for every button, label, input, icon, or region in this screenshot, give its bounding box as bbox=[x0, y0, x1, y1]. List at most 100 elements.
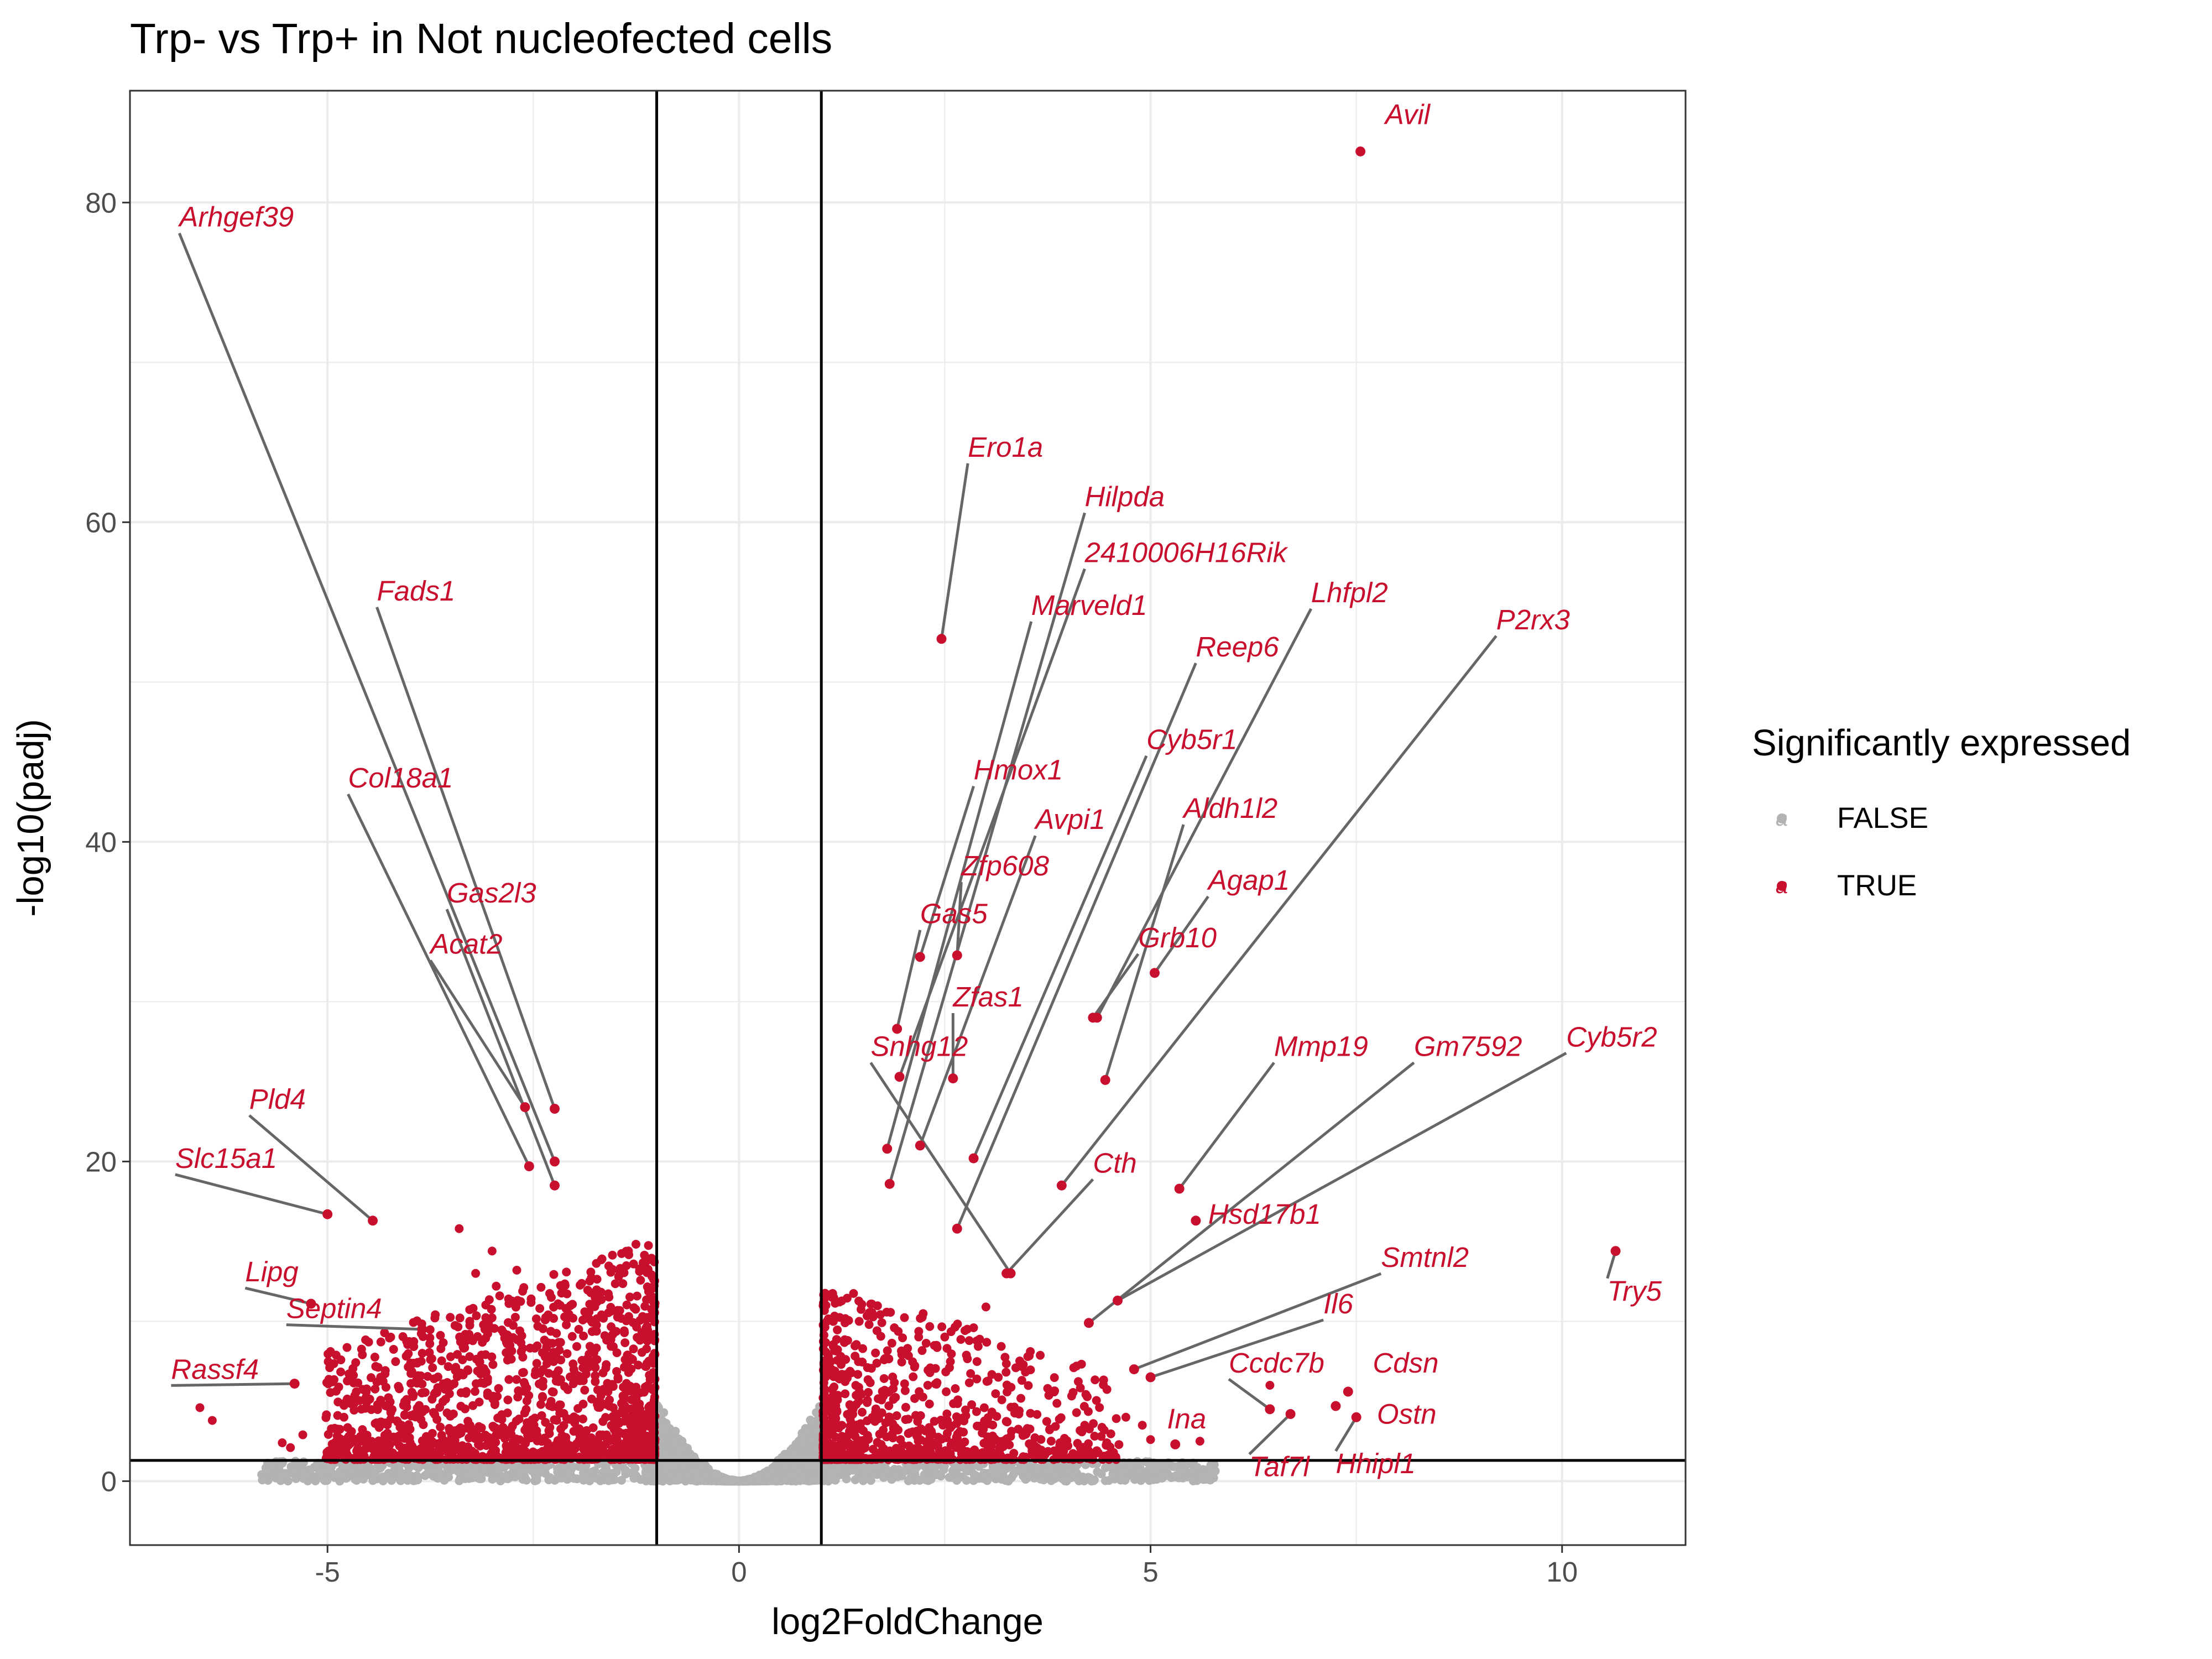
data-point bbox=[1000, 1353, 1010, 1362]
data-point bbox=[549, 1270, 559, 1279]
data-point bbox=[374, 1464, 383, 1473]
data-point bbox=[498, 1426, 508, 1436]
data-point bbox=[444, 1472, 453, 1481]
data-point bbox=[329, 1359, 338, 1368]
data-point bbox=[479, 1468, 488, 1477]
data-point bbox=[1065, 1464, 1074, 1474]
data-point bbox=[474, 1397, 484, 1407]
data-point bbox=[601, 1363, 611, 1373]
data-point bbox=[605, 1395, 614, 1405]
data-point bbox=[942, 1387, 951, 1396]
data-point bbox=[580, 1385, 589, 1395]
data-point bbox=[941, 1367, 951, 1376]
data-point bbox=[901, 1402, 910, 1412]
data-point bbox=[972, 1472, 981, 1481]
data-point bbox=[373, 1405, 382, 1414]
data-point bbox=[450, 1379, 459, 1389]
data-point bbox=[988, 1420, 998, 1430]
data-point bbox=[960, 1326, 969, 1335]
data-point bbox=[322, 1410, 331, 1420]
data-point bbox=[510, 1312, 520, 1322]
data-point bbox=[546, 1396, 556, 1406]
data-point bbox=[1016, 1394, 1026, 1403]
data-point bbox=[446, 1313, 455, 1322]
data-point bbox=[921, 1475, 931, 1485]
data-point bbox=[388, 1405, 397, 1414]
data-point bbox=[900, 1386, 910, 1395]
data-point bbox=[1112, 1414, 1121, 1423]
data-point bbox=[353, 1475, 362, 1484]
data-point bbox=[359, 1468, 369, 1478]
data-point bbox=[488, 1421, 498, 1431]
data-point bbox=[1136, 1468, 1145, 1478]
data-point bbox=[394, 1468, 404, 1478]
data-point bbox=[972, 1357, 982, 1366]
data-point bbox=[455, 1476, 464, 1485]
plot-panel: AvilArhgef39Fads1Col18a1Gas2l3Acat2Pld4S… bbox=[129, 90, 1687, 1546]
data-point bbox=[322, 1476, 332, 1485]
data-point bbox=[629, 1259, 638, 1269]
data-point bbox=[633, 1333, 642, 1342]
data-point bbox=[483, 1391, 492, 1400]
data-point bbox=[979, 1403, 989, 1412]
data-point bbox=[1209, 1473, 1218, 1483]
data-point bbox=[608, 1250, 617, 1260]
data-point bbox=[683, 1451, 692, 1460]
data-point bbox=[842, 1474, 851, 1484]
data-point bbox=[573, 1404, 583, 1413]
data-point bbox=[755, 1473, 764, 1483]
data-point bbox=[417, 1388, 426, 1397]
data-point bbox=[612, 1366, 622, 1376]
data-point bbox=[518, 1353, 528, 1362]
data-point bbox=[560, 1312, 570, 1322]
data-point bbox=[807, 1419, 816, 1428]
data-point bbox=[627, 1395, 636, 1405]
data-point bbox=[460, 1404, 469, 1413]
data-point bbox=[317, 1467, 327, 1476]
data-point bbox=[470, 1387, 479, 1396]
data-point bbox=[604, 1476, 613, 1485]
data-point bbox=[800, 1451, 809, 1460]
data-point bbox=[1118, 1475, 1128, 1484]
data-point bbox=[572, 1342, 582, 1351]
data-point bbox=[640, 1250, 649, 1260]
data-point bbox=[376, 1395, 385, 1405]
chart-title: Trp- vs Trp+ in Not nucleofected cells bbox=[130, 15, 832, 62]
data-point bbox=[591, 1371, 600, 1380]
data-point bbox=[1039, 1474, 1048, 1484]
data-point bbox=[487, 1352, 497, 1361]
data-point bbox=[503, 1355, 512, 1365]
data-point bbox=[370, 1353, 379, 1362]
data-point bbox=[659, 1408, 669, 1417]
data-point bbox=[866, 1476, 875, 1485]
data-point bbox=[766, 1468, 776, 1477]
data-point bbox=[409, 1318, 418, 1327]
data-point bbox=[1033, 1463, 1042, 1473]
data-point bbox=[786, 1446, 796, 1455]
data-point bbox=[630, 1471, 639, 1480]
data-point bbox=[338, 1469, 348, 1479]
data-point bbox=[972, 1407, 981, 1416]
data-point bbox=[833, 1325, 842, 1334]
data-point bbox=[1100, 1476, 1110, 1485]
data-point bbox=[600, 1467, 609, 1476]
data-point bbox=[899, 1467, 909, 1476]
data-point bbox=[473, 1366, 482, 1376]
data-point bbox=[952, 1475, 962, 1485]
data-point bbox=[1042, 1417, 1051, 1426]
data-point bbox=[1067, 1391, 1076, 1401]
data-point bbox=[451, 1363, 461, 1372]
data-point bbox=[412, 1472, 421, 1481]
data-point bbox=[916, 1313, 925, 1323]
data-point bbox=[1162, 1470, 1171, 1479]
data-point bbox=[642, 1344, 651, 1354]
data-point bbox=[682, 1469, 691, 1478]
data-point bbox=[798, 1469, 807, 1478]
data-point bbox=[587, 1467, 597, 1477]
data-point bbox=[854, 1296, 864, 1306]
data-point bbox=[1097, 1469, 1106, 1479]
data-point bbox=[426, 1355, 435, 1364]
data-point bbox=[983, 1476, 992, 1485]
data-point bbox=[613, 1374, 623, 1384]
data-point bbox=[311, 1473, 320, 1483]
